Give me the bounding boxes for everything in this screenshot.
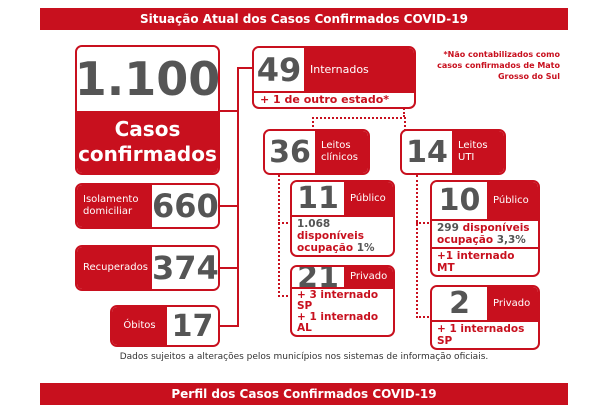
footer-title: Perfil dos Casos Confirmados COVID-19 (40, 383, 568, 405)
clinicos-publico-label: Público (344, 182, 393, 215)
obitos-card: Óbitos 17 (110, 305, 220, 347)
leitos-clinicos-value: 36 (265, 131, 315, 173)
disp-num: 1.068 (297, 218, 331, 230)
dotted-connector (416, 222, 432, 224)
note: *Não contabilizados como casos confirmad… (437, 50, 560, 81)
privado-extra-1: + 3 internado SP (297, 289, 379, 312)
dotted-connector (278, 222, 292, 224)
clinicos-privado-label: Privado (344, 267, 393, 287)
uti-publico-label: Público (487, 182, 538, 219)
connector-line (220, 205, 238, 207)
dotted-connector (312, 117, 406, 131)
connector-line (237, 67, 253, 69)
isolamento-card: Isolamento domiciliar 660 (75, 183, 220, 229)
uti-publico-extra: +1 internado MT (432, 247, 538, 275)
internados-card: 49 Internados + 1 de outro estado* (252, 46, 416, 109)
ocup-label: ocupação (297, 242, 354, 254)
internados-label: Internados (304, 48, 414, 91)
connector-line (237, 67, 239, 325)
dotted-connector (278, 175, 292, 297)
uti-privado-value: 2 (432, 287, 487, 321)
ocup-label: ocupação (437, 234, 494, 246)
uti-privado-extra: + 1 internados SP (432, 320, 538, 348)
uti-privado-label: Privado (487, 287, 538, 320)
disp-num: 299 (437, 222, 459, 234)
leitos-clinicos-label: Leitos clínicos (315, 131, 368, 173)
ocup-value: 1% (356, 242, 375, 254)
recuperados-value: 374 (152, 247, 219, 289)
internados-value: 49 (254, 48, 304, 91)
clinicos-publico-card: 11 Público 1.068 disponíveis ocupação 1% (290, 180, 395, 257)
ocup-value: 3,3% (496, 234, 526, 246)
casos-label-2: confirmados (78, 142, 217, 166)
connector-line (220, 325, 239, 327)
obitos-label: Óbitos (112, 307, 167, 345)
leitos-uti-label: Leitos UTI (452, 131, 504, 173)
internados-extra: + 1 de outro estado* (254, 91, 414, 107)
clinicos-privado-card: 21 Privado + 3 internado SP + 1 internad… (290, 265, 395, 337)
isolamento-value: 660 (152, 185, 219, 227)
footnote: Dados sujeitos a alterações pelos municí… (119, 352, 489, 362)
connector-line (220, 110, 238, 112)
leitos-uti-value: 14 (402, 131, 452, 173)
dotted-connector (416, 175, 432, 318)
obitos-value: 17 (167, 307, 218, 345)
privado-extra-2: + 1 internado AL (297, 311, 379, 334)
leitos-clinicos-card: 36 Leitos clínicos (263, 129, 370, 175)
casos-confirmados-card: 1.100 Casos confirmados (75, 45, 220, 175)
clinicos-publico-value: 11 (292, 182, 344, 216)
casos-value: 1.100 (77, 47, 218, 111)
recuperados-label: Recuperados (77, 247, 152, 289)
uti-publico-card: 10 Público 299 disponíveis ocupação 3,3%… (430, 180, 540, 277)
disp-label: disponíveis (297, 230, 364, 242)
connector-line (220, 267, 238, 269)
casos-label-1: Casos (114, 117, 181, 141)
header-title: Situação Atual dos Casos Confirmados COV… (40, 8, 568, 30)
disp-label: disponíveis (462, 222, 530, 234)
leitos-uti-card: 14 Leitos UTI (400, 129, 506, 175)
uti-publico-value: 10 (432, 182, 487, 219)
recuperados-card: Recuperados 374 (75, 245, 220, 291)
isolamento-label: Isolamento domiciliar (77, 185, 152, 227)
uti-privado-card: 2 Privado + 1 internados SP (430, 285, 540, 350)
clinicos-privado-value: 21 (292, 267, 344, 295)
